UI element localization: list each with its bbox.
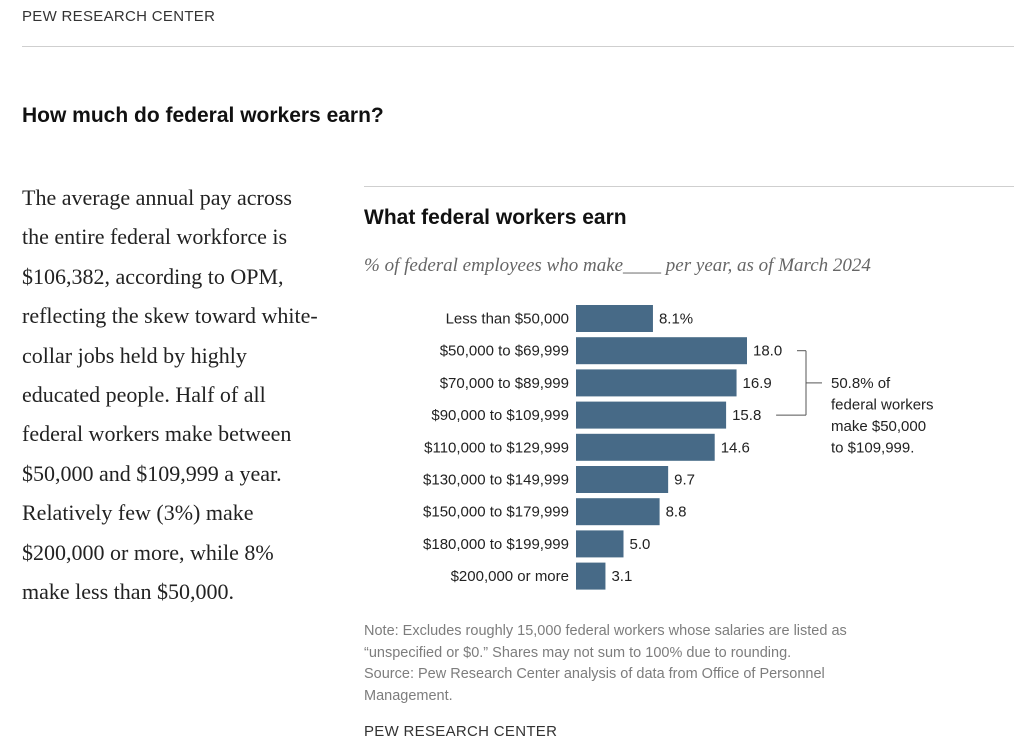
bar bbox=[576, 305, 653, 332]
article-body: The average annual pay across the entire… bbox=[22, 185, 318, 605]
bar bbox=[576, 530, 624, 558]
category-label: $130,000 to $149,999 bbox=[423, 472, 569, 489]
bar bbox=[576, 466, 669, 493]
bar bbox=[576, 433, 715, 461]
annotation-text: federal workers bbox=[831, 396, 934, 413]
value-label: 18.0 bbox=[753, 343, 782, 360]
source-line: Management. bbox=[364, 687, 453, 704]
category-label: $180,000 to $199,999 bbox=[423, 536, 569, 553]
value-label: 15.8 bbox=[732, 407, 761, 424]
value-label: 9.7 bbox=[674, 472, 695, 489]
value-label: 8.1% bbox=[659, 311, 693, 328]
category-label: $70,000 to $89,999 bbox=[440, 375, 569, 392]
bar bbox=[576, 337, 747, 365]
bar bbox=[576, 369, 737, 397]
annotation-text: make $50,000 bbox=[831, 418, 926, 435]
chart-divider bbox=[364, 186, 1014, 187]
source-line: Source: Pew Research Center analysis of … bbox=[364, 666, 825, 683]
value-label: 14.6 bbox=[721, 439, 750, 456]
category-label: Less than $50,000 bbox=[446, 311, 569, 328]
annotation-text: to $109,999. bbox=[831, 439, 914, 456]
chart-subtitle: % of federal employees who make____ per … bbox=[364, 255, 871, 276]
category-label: $150,000 to $179,999 bbox=[423, 504, 569, 521]
page-headline: How much do federal workers earn? bbox=[22, 104, 384, 127]
category-label: $110,000 to $129,999 bbox=[424, 439, 569, 456]
category-label: $50,000 to $69,999 bbox=[440, 343, 569, 360]
note-line: Note: Excludes roughly 15,000 federal wo… bbox=[364, 623, 847, 639]
header-divider bbox=[22, 46, 1014, 47]
annotation-text: 50.8% of bbox=[831, 375, 891, 392]
category-label: $200,000 or more bbox=[451, 568, 569, 585]
bar bbox=[576, 562, 606, 590]
category-label: $90,000 to $109,999 bbox=[431, 407, 569, 424]
value-label: 16.9 bbox=[743, 375, 772, 392]
footer-brand-text: PEW RESEARCH CENTER bbox=[364, 723, 558, 740]
value-label: 3.1 bbox=[611, 568, 632, 585]
value-label: 5.0 bbox=[630, 536, 651, 553]
chart-title: What federal workers earn bbox=[364, 206, 627, 229]
bar bbox=[576, 498, 660, 526]
bar bbox=[576, 401, 727, 429]
value-label: 8.8 bbox=[666, 504, 687, 521]
chart-note: Note: Excludes roughly 15,000 federal wo… bbox=[364, 621, 1004, 707]
note-line: “unspecified or $0.” Shares may not sum … bbox=[364, 644, 792, 661]
brand-logo-text: PEW RESEARCH CENTER bbox=[22, 8, 216, 25]
